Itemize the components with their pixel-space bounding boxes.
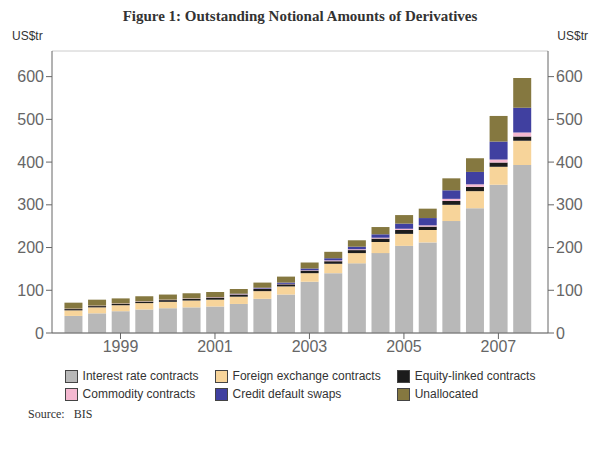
svg-text:300: 300	[17, 196, 44, 213]
html-text:US$tr: US$tr	[557, 29, 588, 43]
svg-text:300: 300	[556, 196, 583, 213]
html-text:Unallocated: Unallocated	[414, 387, 479, 401]
svg-text:2005: 2005	[386, 338, 422, 355]
html-text:Figure 1: Outstanding Notional: Figure 1: Outstanding Notional Amounts o…	[122, 8, 478, 24]
html-text:Foreign exchange contracts: Foreign exchange contracts	[232, 369, 381, 383]
svg-text:0: 0	[556, 325, 565, 342]
svg-text:400: 400	[17, 154, 44, 171]
html-text:Source: BIS: Source: BIS	[28, 407, 93, 421]
html-text:Equity-linked contracts: Equity-linked contracts	[414, 369, 536, 383]
html-text:Commodity contracts: Commodity contracts	[82, 387, 196, 401]
html-text:Interest rate contracts: Interest rate contracts	[82, 369, 199, 383]
html-text:Credit default swaps: Credit default swaps	[232, 387, 342, 401]
svg-text:0: 0	[35, 325, 44, 342]
svg-text:2007: 2007	[481, 338, 517, 355]
svg-text:400: 400	[556, 154, 583, 171]
svg-text:100: 100	[556, 282, 583, 299]
svg-text:2001: 2001	[197, 338, 233, 355]
html-text:US$tr: US$tr	[12, 29, 43, 43]
svg-text:100: 100	[17, 282, 44, 299]
svg-text:600: 600	[556, 68, 583, 85]
svg-text:600: 600	[17, 68, 44, 85]
svg-text:500: 500	[17, 111, 44, 128]
svg-text:200: 200	[17, 239, 44, 256]
svg-text:2003: 2003	[292, 338, 328, 355]
svg-text:200: 200	[556, 239, 583, 256]
svg-text:1999: 1999	[103, 338, 139, 355]
svg-text:500: 500	[556, 111, 583, 128]
